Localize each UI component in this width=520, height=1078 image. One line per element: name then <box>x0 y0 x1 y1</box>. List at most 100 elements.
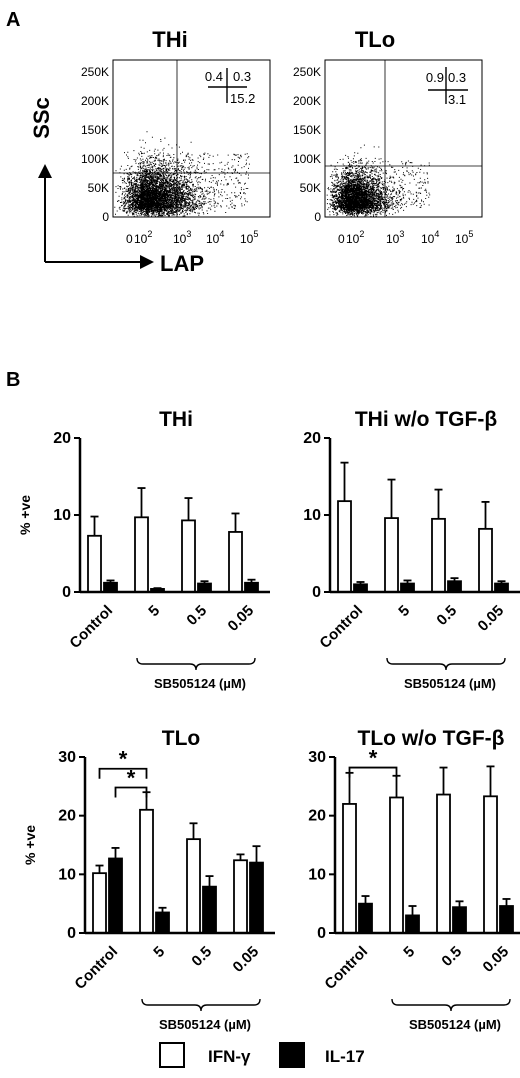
y-tick-label: 0 <box>62 584 71 601</box>
y-tick-150k: 150K <box>293 123 321 137</box>
bar-chart-2: THi w/o TGF-β 0 10 20 Control 5 0.5 0.05 SB50512… <box>303 408 520 691</box>
x-tick-label: 5 <box>400 943 418 961</box>
group-brace <box>136 657 256 671</box>
bar-ifn-4 <box>228 531 243 593</box>
bar-ifn-1 <box>87 534 102 593</box>
bar-il17-4 <box>249 861 264 934</box>
y-tick-100k: 100K <box>293 152 321 166</box>
ssc-arrow-head <box>38 164 52 178</box>
group-label: SB505124 (µM) <box>409 1017 501 1032</box>
x-tick-label: Control <box>321 943 371 993</box>
bar-charts: THi 0 10 20 % +ve Control 5 0.5 0.05 SB505124 (µM… <box>17 408 520 1032</box>
bar-il17-3 <box>447 580 462 593</box>
x-tick-0: 0 <box>126 232 133 246</box>
facs-scatter-cloud-thi <box>114 131 250 217</box>
quadrant-ur-tlo: 0.3 <box>448 70 466 85</box>
bar-chart-4: TLo w/o TGF-β 0 10 20 30 Control 5 0.5 0.05 SB505… <box>308 727 520 1032</box>
panel-letter-b: B <box>6 369 20 391</box>
legend-label-ifn: IFN-γ <box>208 1047 251 1066</box>
x-tick-label: 5 <box>150 943 168 961</box>
x-tick-10-4: 104 <box>421 229 439 246</box>
y-tick-label: 0 <box>317 925 326 942</box>
facs-x-ticks-thi: 0 102 103 104 105 <box>126 229 258 246</box>
y-tick-label: 10 <box>53 507 71 524</box>
significance-star: * <box>119 747 128 772</box>
bar-il17-4 <box>499 905 514 934</box>
y-tick-150k: 150K <box>81 123 109 137</box>
group-label: SB505124 (µM) <box>154 676 246 691</box>
legend: IFN-γ IL-17 <box>159 1042 365 1068</box>
significance-bracket <box>98 767 148 779</box>
bar-ifn-4 <box>483 795 498 934</box>
scatter-points <box>326 144 431 217</box>
bar-il17-4 <box>244 581 259 593</box>
bar-ifn-2 <box>134 516 149 593</box>
bar-ifn-3 <box>181 519 196 593</box>
bar-ifn-4 <box>233 859 248 934</box>
bar-ifn-1 <box>92 872 107 934</box>
chart-title: THi w/o TGF-β <box>355 408 497 431</box>
bar-il17-1 <box>108 857 123 934</box>
group-label: SB505124 (µM) <box>159 1017 251 1032</box>
x-tick-10-2: 102 <box>134 229 152 246</box>
x-tick-label: 0.05 <box>230 943 263 976</box>
x-tick-10-5: 105 <box>455 229 473 246</box>
bar-chart-1: THi 0 10 20 % +ve Control 5 0.5 0.05 SB505124 (µM… <box>17 408 270 691</box>
y-tick-label: 20 <box>53 430 71 447</box>
x-tick-10-3: 103 <box>386 229 404 246</box>
bar-ifn-3 <box>436 793 451 934</box>
bar-ifn-3 <box>431 517 446 593</box>
y-tick-0: 0 <box>314 210 321 224</box>
bar-il17-2 <box>155 911 170 934</box>
facs-plot-thi: THi 0.4 0.3 15.2 250K 200K 150K 100K 50K… <box>81 27 271 246</box>
y-tick-200k: 200K <box>293 94 321 108</box>
chart-title: THi <box>159 408 193 431</box>
x-tick-10-2: 102 <box>346 229 364 246</box>
scatter-points <box>114 131 250 217</box>
bar-ifn-3 <box>186 838 201 934</box>
panel-letter-a: A <box>6 9 20 31</box>
y-tick-label: 20 <box>303 430 321 447</box>
facs-x-ticks-tlo: 0 102 103 104 105 <box>338 229 473 246</box>
group-brace <box>386 657 506 671</box>
facs-title-tlo: TLo <box>355 27 395 52</box>
y-axis-label: % +ve <box>17 495 33 535</box>
significance-bracket <box>348 766 398 778</box>
group-label: SB505124 (µM) <box>404 676 496 691</box>
facs-scatter-cloud-tlo <box>326 144 431 217</box>
x-tick-label: 0.5 <box>188 943 215 970</box>
bar-ifn-1 <box>342 803 357 934</box>
x-tick-label: 0.5 <box>183 602 210 629</box>
y-tick-label: 0 <box>67 925 76 942</box>
bar-ifn-1 <box>337 500 352 593</box>
legend-item-il17: IL-17 <box>279 1042 365 1068</box>
significance-star: * <box>369 746 378 771</box>
quadrant-lr-thi: 15.2 <box>230 91 255 106</box>
y-axis-label: % +ve <box>22 825 38 865</box>
legend-swatch-il17 <box>279 1042 305 1068</box>
y-tick-label: 0 <box>312 584 321 601</box>
y-tick-0: 0 <box>102 210 109 224</box>
facs-title-thi: THi <box>152 27 187 52</box>
x-tick-label: 5 <box>395 602 413 620</box>
significance-bracket <box>114 786 148 798</box>
bar-ifn-2 <box>389 796 404 934</box>
bar-il17-2 <box>400 582 415 593</box>
y-tick-label: 20 <box>308 808 326 825</box>
bar-il17-3 <box>452 906 467 934</box>
x-tick-label: 0.05 <box>225 602 258 635</box>
bar-il17-1 <box>103 581 118 593</box>
y-tick-250k: 250K <box>81 65 109 79</box>
x-tick-10-3: 103 <box>173 229 191 246</box>
y-tick-200k: 200K <box>81 94 109 108</box>
y-tick-label: 10 <box>303 507 321 524</box>
x-tick-0: 0 <box>338 232 345 246</box>
bar-il17-2 <box>405 914 420 934</box>
bar-ifn-2 <box>139 808 154 934</box>
x-tick-10-5: 105 <box>240 229 258 246</box>
bar-il17-3 <box>197 582 212 593</box>
x-tick-10-4: 104 <box>206 229 224 246</box>
bar-il17-3 <box>202 885 217 934</box>
legend-label-il17: IL-17 <box>325 1047 365 1066</box>
